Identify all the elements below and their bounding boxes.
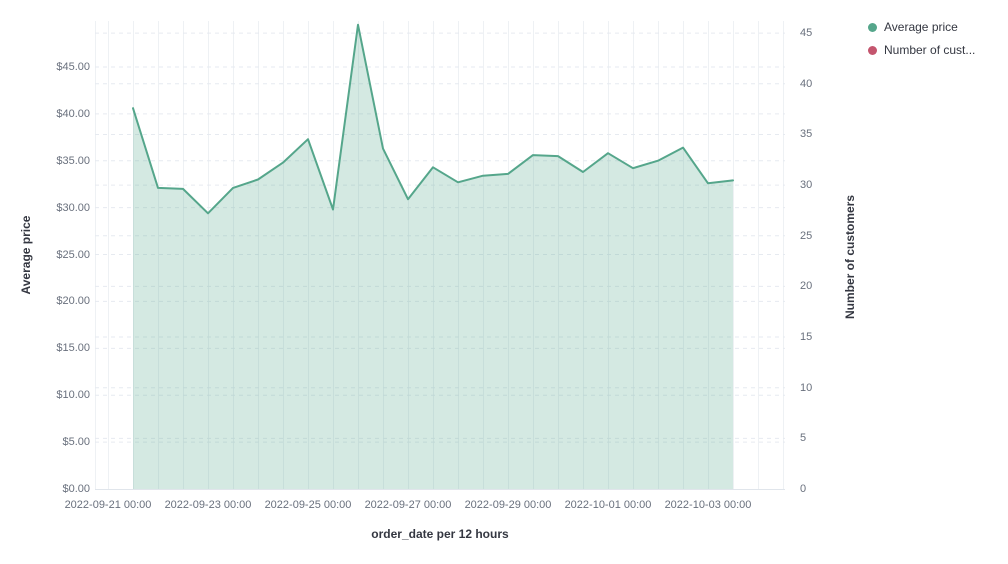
- left-axis-tick-label: $40.00: [56, 107, 90, 120]
- right-axis-title: Number of customers: [843, 194, 857, 320]
- right-axis-tick-label: 40: [800, 77, 813, 90]
- right-axis-tick-label: 15: [800, 331, 813, 344]
- x-axis-tick-label: 2022-10-03 00:00: [664, 499, 752, 511]
- right-axis-tick-label: 25: [800, 229, 813, 242]
- legend-item-label: Average price: [884, 20, 958, 34]
- left-axis-tick-label: $15.00: [56, 342, 90, 355]
- legend-series-dot-icon: [868, 45, 877, 55]
- series-area-fill: [133, 24, 733, 490]
- x-axis-tick-label: 2022-09-23 00:00: [164, 499, 252, 511]
- right-axis-tick-label: 10: [800, 381, 813, 394]
- right-axis-tick-label: 45: [800, 27, 813, 40]
- x-axis-title: order_date per 12 hours: [371, 527, 509, 541]
- legend-item-average-price[interactable]: Average price: [868, 20, 975, 34]
- left-axis-tick-label: $30.00: [56, 201, 90, 214]
- legend-item-number-of-cust[interactable]: Number of cust...: [868, 43, 975, 57]
- left-axis-tick-label: $35.00: [56, 154, 90, 167]
- left-axis-tick-label: $0.00: [62, 483, 90, 495]
- x-axis-tick-label: 2022-09-29 00:00: [464, 499, 552, 511]
- left-axis-tick-label: $20.00: [56, 295, 90, 308]
- legend-item-label: Number of cust...: [884, 43, 976, 57]
- series-line: [132, 23, 734, 215]
- x-axis-tick-label: 2022-09-25 00:00: [264, 499, 352, 511]
- left-axis-tick-label: $25.00: [56, 248, 90, 261]
- left-axis-tick-label: $5.00: [62, 436, 90, 449]
- x-axis-tick-label: 2022-09-27 00:00: [364, 499, 452, 511]
- legend: Average price Number of cust...: [868, 20, 975, 57]
- left-axis-title: Average price: [19, 215, 33, 295]
- right-axis-tick-label: 30: [800, 179, 813, 192]
- right-axis-tick-label: 35: [800, 128, 813, 141]
- right-axis-tick-label: 20: [800, 280, 813, 293]
- legend-series-dot-icon: [868, 22, 877, 32]
- x-axis-tick-label: 2022-10-01 00:00: [564, 499, 652, 511]
- right-axis-tick-label: 0: [800, 483, 807, 495]
- left-axis-tick-label: $10.00: [56, 389, 90, 402]
- left-axis-tick-label: $45.00: [56, 60, 90, 73]
- x-axis-tick-label: 2022-09-21 00:00: [64, 499, 152, 511]
- right-axis-tick-label: 5: [800, 432, 807, 445]
